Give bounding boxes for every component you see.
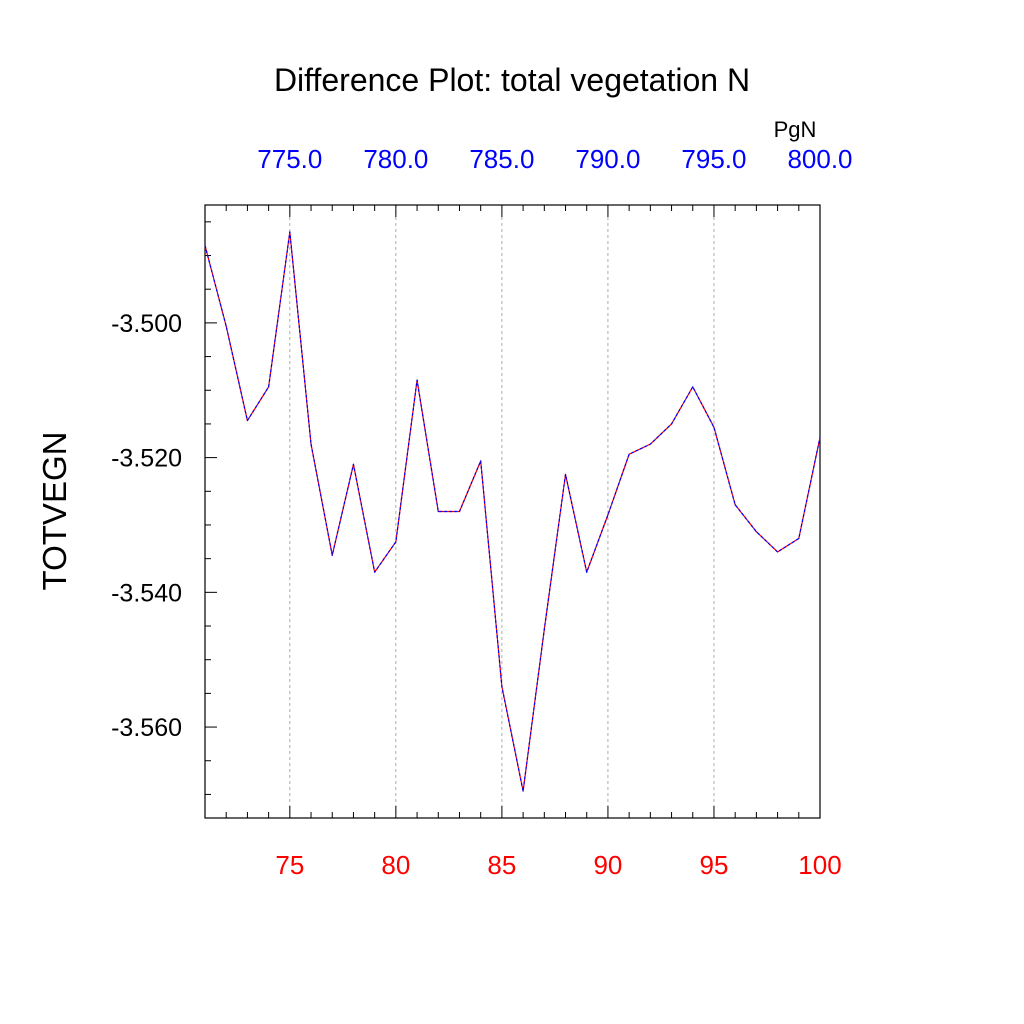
data-point [607,514,609,516]
data-point [204,244,206,247]
series-line-overlay [204,231,821,792]
data-point [755,531,757,533]
data-point [289,231,291,233]
chart-title: Difference Plot: total vegetation N [274,62,750,98]
data-point [586,571,588,573]
data-point [564,473,567,476]
data-point [395,541,397,543]
x-tick-label: 75 [275,850,304,880]
data-point [798,537,800,540]
top-tick-label: 785.0 [469,144,534,174]
x-tick-label: 95 [700,850,729,880]
data-point [713,426,715,428]
x-tick-label: 80 [381,850,410,880]
x-tick-label: 90 [593,850,622,880]
series-layer [204,231,821,792]
data-point [268,386,270,388]
data-point [501,686,503,688]
data-point [543,628,545,630]
y-tick-label: -3.540 [111,579,182,607]
data-point [734,504,736,506]
data-point [437,510,439,513]
data-point [416,379,418,381]
data-point [522,790,524,792]
data-point [692,386,694,388]
data-point [480,460,482,462]
data-point [628,453,630,455]
data-point [819,436,821,439]
data-point [776,551,779,553]
data-point [310,443,312,445]
top-axis-units: PgN [774,117,817,142]
axis-layer [204,204,821,819]
top-tick-label: 790.0 [575,144,640,174]
top-tick-label: 775.0 [257,144,322,174]
y-tick-label: -3.500 [111,310,182,338]
top-tick-label: 800.0 [787,144,852,174]
data-point [352,463,355,465]
y-tick-label: -3.560 [111,714,182,742]
data-point [458,510,461,513]
tick-label-layer: 75 80 85 90 95 100 775.0 780.0 785.0 790.0 795.0 80… [111,144,852,880]
grid-layer [289,205,715,818]
y-axis-label: TOTVEGN [36,432,73,591]
data-point [649,443,651,445]
top-tick-label: 780.0 [363,144,428,174]
x-tick-label: 100 [798,850,841,880]
y-tick-label: -3.520 [111,445,182,473]
data-point [374,571,376,573]
series-line [204,231,821,792]
data-point [331,554,333,556]
data-point [246,419,249,422]
plot-frame [204,204,821,819]
top-tick-label: 795.0 [681,144,746,174]
x-tick-label: 85 [487,850,516,880]
data-point [670,423,673,425]
data-point [225,325,227,327]
